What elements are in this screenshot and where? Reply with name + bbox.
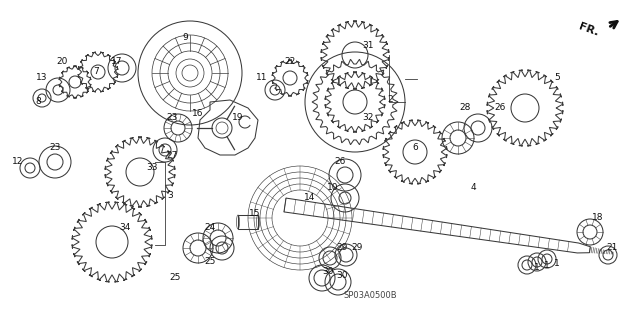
Text: 19: 19: [232, 114, 244, 122]
Text: 9: 9: [182, 33, 188, 42]
Text: 30: 30: [323, 268, 333, 277]
Text: 4: 4: [470, 183, 476, 192]
Text: 33: 33: [147, 164, 157, 173]
Text: 27: 27: [166, 151, 178, 160]
Text: 26: 26: [334, 158, 346, 167]
Text: 34: 34: [119, 224, 131, 233]
Text: 26: 26: [494, 103, 506, 113]
Text: 23: 23: [49, 144, 61, 152]
Text: 32: 32: [362, 114, 374, 122]
Text: 18: 18: [592, 213, 604, 222]
Text: 6: 6: [412, 144, 418, 152]
Text: 23: 23: [166, 114, 178, 122]
Text: 31: 31: [362, 41, 374, 49]
Text: 1: 1: [544, 261, 550, 270]
Text: 1: 1: [554, 258, 560, 268]
Text: 2: 2: [387, 95, 393, 105]
Text: 3: 3: [167, 190, 173, 199]
Text: 7: 7: [93, 68, 99, 77]
Text: 29: 29: [336, 243, 348, 253]
Text: SP03A0500B: SP03A0500B: [343, 292, 397, 300]
Text: 13: 13: [36, 73, 48, 83]
Text: 25: 25: [204, 257, 216, 266]
Text: 20: 20: [56, 57, 68, 66]
Text: 15: 15: [249, 209, 260, 218]
Text: 1: 1: [534, 263, 540, 272]
Text: 30: 30: [336, 271, 348, 279]
Text: 25: 25: [170, 273, 180, 283]
Text: 11: 11: [256, 73, 268, 83]
Text: 21: 21: [606, 243, 618, 253]
Text: 24: 24: [204, 224, 216, 233]
Text: 10: 10: [327, 183, 339, 192]
Text: 17: 17: [111, 57, 123, 66]
Text: 8: 8: [35, 98, 41, 107]
Text: 29: 29: [351, 243, 363, 253]
Bar: [238, 215, 258, 229]
Text: FR.: FR.: [577, 22, 600, 38]
Text: 5: 5: [554, 73, 560, 83]
Text: 16: 16: [192, 108, 204, 117]
Text: 28: 28: [460, 103, 470, 113]
Text: 14: 14: [304, 194, 316, 203]
Text: 12: 12: [12, 158, 24, 167]
Text: 22: 22: [284, 57, 296, 66]
